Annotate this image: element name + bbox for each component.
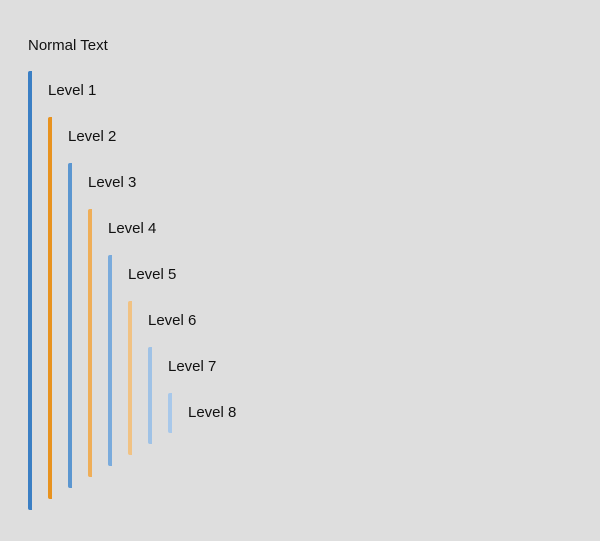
blockquote-level-5: Level 5 xyxy=(108,255,176,466)
blockquote-level-2-label: Level 2 xyxy=(68,128,117,145)
blockquote-level-1-label: Level 1 xyxy=(48,82,97,99)
blockquote-level-8: Level 8 xyxy=(168,393,236,433)
blockquote-level-5-label: Level 5 xyxy=(128,266,177,283)
blockquote-level-6-label: Level 6 xyxy=(148,312,197,329)
blockquote-level-4-label: Level 4 xyxy=(108,220,157,237)
blockquote-level-3: Level 3 xyxy=(68,163,136,488)
blockquote-level-7: Level 7 xyxy=(148,347,216,444)
normal-text: Normal Text xyxy=(28,37,108,54)
blockquote-level-2: Level 2 xyxy=(48,117,116,499)
blockquote-level-3-label: Level 3 xyxy=(88,174,137,191)
blockquote-level-1: Level 1 xyxy=(28,71,96,510)
blockquote-level-6: Level 6 xyxy=(128,301,196,455)
blockquote-level-7-label: Level 7 xyxy=(168,358,217,375)
blockquote-level-4: Level 4 xyxy=(88,209,156,477)
blockquote-level-8-label: Level 8 xyxy=(188,404,237,421)
